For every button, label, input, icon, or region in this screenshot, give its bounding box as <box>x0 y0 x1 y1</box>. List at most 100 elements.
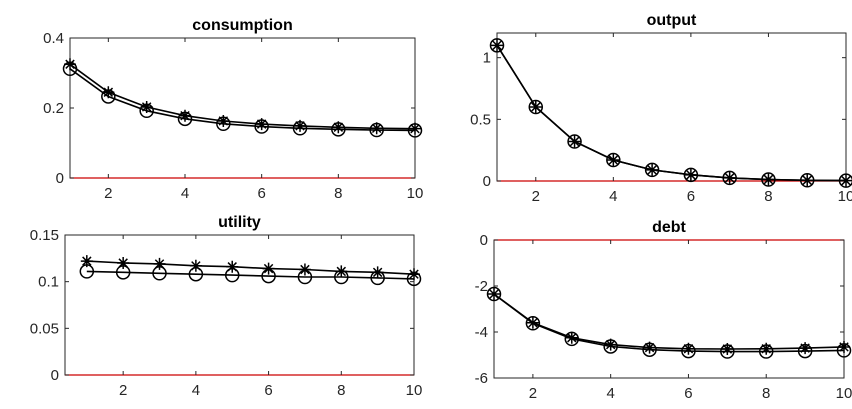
data-point-circle <box>177 111 193 127</box>
x-tick-label: 8 <box>334 185 342 202</box>
data-point-circle <box>797 343 813 359</box>
data-point-circle <box>334 269 349 285</box>
data-point-asterisk <box>760 342 773 355</box>
y-tick-label: 0 <box>56 170 64 187</box>
series-line-circle <box>493 293 845 353</box>
data-point-asterisk <box>140 100 153 113</box>
data-point-circle <box>799 173 815 188</box>
data-point-circle <box>79 264 95 279</box>
data-point-circle <box>369 122 384 138</box>
y-tick-label: -6 <box>475 370 488 387</box>
x-tick-label: 4 <box>192 382 200 399</box>
data-point-asterisk <box>840 174 852 187</box>
data-point-circle <box>681 343 696 359</box>
data-point-asterisk <box>643 341 656 354</box>
data-point-circle <box>683 167 699 183</box>
data-point-asterisk <box>335 265 348 278</box>
x-tick-label: 8 <box>762 385 770 402</box>
data-point-circle <box>115 265 131 280</box>
series-line-circle <box>69 68 416 132</box>
x-tick-label: 2 <box>104 185 112 202</box>
data-point-asterisk <box>80 255 93 268</box>
data-point-circle <box>216 116 231 131</box>
data-point-circle <box>139 103 154 119</box>
chart-panel-utility: 2 4 6 8 10 0 0.05 0.1 0.15 utility <box>30 214 423 399</box>
x-tick-label: 10 <box>406 382 423 399</box>
data-point-asterisk <box>488 288 500 301</box>
data-point-circle <box>836 343 852 358</box>
x-tick-label: 6 <box>264 382 272 399</box>
x-tick-label: 10 <box>407 185 424 202</box>
data-point-asterisk <box>838 340 850 353</box>
panel-title: output <box>647 12 697 29</box>
data-point-circle <box>722 170 737 186</box>
y-tick-label: 0.4 <box>43 30 64 47</box>
x-tick-label: 8 <box>764 188 772 205</box>
data-point-circle <box>370 270 385 286</box>
series-line-asterisk <box>86 260 415 275</box>
x-tick-label: 2 <box>119 382 127 399</box>
data-point-asterisk <box>721 343 734 356</box>
data-point-asterisk <box>153 257 166 270</box>
data-point-circle <box>261 268 276 284</box>
data-point-circle <box>297 269 313 285</box>
y-tick-label: 0.2 <box>43 100 64 117</box>
data-point-asterisk <box>799 342 812 355</box>
x-tick-label: 6 <box>687 188 695 205</box>
data-point-circle <box>644 162 660 178</box>
data-point-circle <box>838 173 852 188</box>
data-point-circle <box>101 89 116 104</box>
y-tick-label: 0.15 <box>30 227 59 244</box>
data-point-asterisk <box>102 86 115 99</box>
data-point-circle <box>606 152 621 168</box>
data-point-asterisk <box>409 122 421 135</box>
data-point-asterisk <box>370 122 383 135</box>
data-point-circle <box>292 121 308 136</box>
panel-title: debt <box>652 219 686 236</box>
y-tick-label: 0 <box>483 173 491 190</box>
data-point-asterisk <box>294 119 306 132</box>
x-tick-label: 4 <box>181 185 189 202</box>
data-point-circle <box>642 342 657 357</box>
x-tick-label: 6 <box>257 185 265 202</box>
x-tick-label: 2 <box>529 385 537 402</box>
y-tick-label: -2 <box>475 278 488 295</box>
chart-panel-consumption: 2 4 6 8 10 0 0.2 0.4 consumption <box>43 17 423 202</box>
x-tick-label: 8 <box>337 382 345 399</box>
y-tick-label: 0.05 <box>30 320 59 337</box>
panel-title: consumption <box>192 17 292 34</box>
data-point-asterisk <box>332 121 345 134</box>
x-tick-label: 10 <box>838 188 852 205</box>
x-tick-label: 6 <box>684 385 692 402</box>
data-point-circle <box>603 339 618 354</box>
data-point-circle <box>528 99 544 115</box>
x-tick-label: 10 <box>836 385 852 402</box>
data-point-asterisk <box>226 260 239 273</box>
data-point-circle <box>406 271 422 287</box>
axes-box <box>64 234 415 376</box>
axes-box <box>493 239 845 379</box>
data-point-circle <box>331 122 346 137</box>
data-point-asterisk <box>255 118 268 131</box>
data-point-circle <box>567 134 582 149</box>
data-point-asterisk <box>298 263 311 276</box>
y-tick-label: 1 <box>483 50 491 67</box>
data-point-circle <box>761 172 776 187</box>
data-point-asterisk <box>262 262 275 275</box>
series-line-asterisk <box>69 63 416 130</box>
data-point-asterisk <box>565 331 578 344</box>
y-tick-label: 0 <box>51 367 59 384</box>
data-point-circle <box>564 331 580 347</box>
data-point-asterisk <box>604 338 617 351</box>
axes-box <box>496 32 847 182</box>
series-line-circle <box>86 270 415 280</box>
data-point-asterisk <box>64 58 76 71</box>
data-point-asterisk <box>189 259 202 272</box>
data-point-circle <box>188 266 204 282</box>
data-point-asterisk <box>371 266 384 279</box>
axes-box <box>69 37 416 179</box>
data-point-asterisk <box>179 109 191 122</box>
series-line-circle <box>496 44 847 182</box>
data-point-asterisk <box>117 257 130 269</box>
